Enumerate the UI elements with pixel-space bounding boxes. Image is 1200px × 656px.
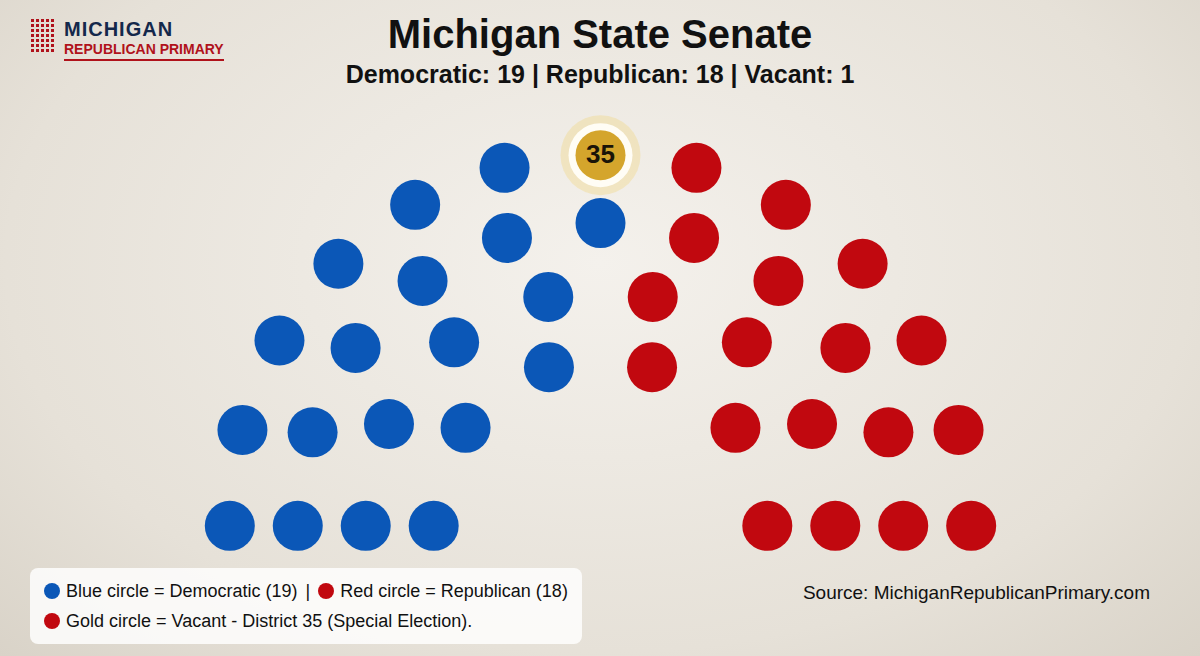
svg-text:35: 35 [586, 139, 615, 169]
html-text:Blue circle = Democratic (19): Blue circle = Democratic (19) [66, 581, 298, 601]
html-text:Source: MichiganRepublicanPrim: Source: MichiganRepublicanPrimary.com [802, 582, 1150, 603]
html-text:Democratic: 19 | Republican: 1: Democratic: 19 | Republican: 18 | Vacant… [345, 60, 855, 88]
html-text:Michigan State Senate: Michigan State Senate [387, 12, 813, 56]
html-text:REPUBLICAN PRIMARY: REPUBLICAN PRIMARY [64, 41, 224, 57]
html-text:Red circle = Republican (18): Red circle = Republican (18) [340, 581, 568, 601]
html-text:Gold circle = Vacant - Distric: Gold circle = Vacant - District 35 (Spec… [66, 611, 473, 631]
html-text:MICHIGAN: MICHIGAN [64, 18, 174, 40]
